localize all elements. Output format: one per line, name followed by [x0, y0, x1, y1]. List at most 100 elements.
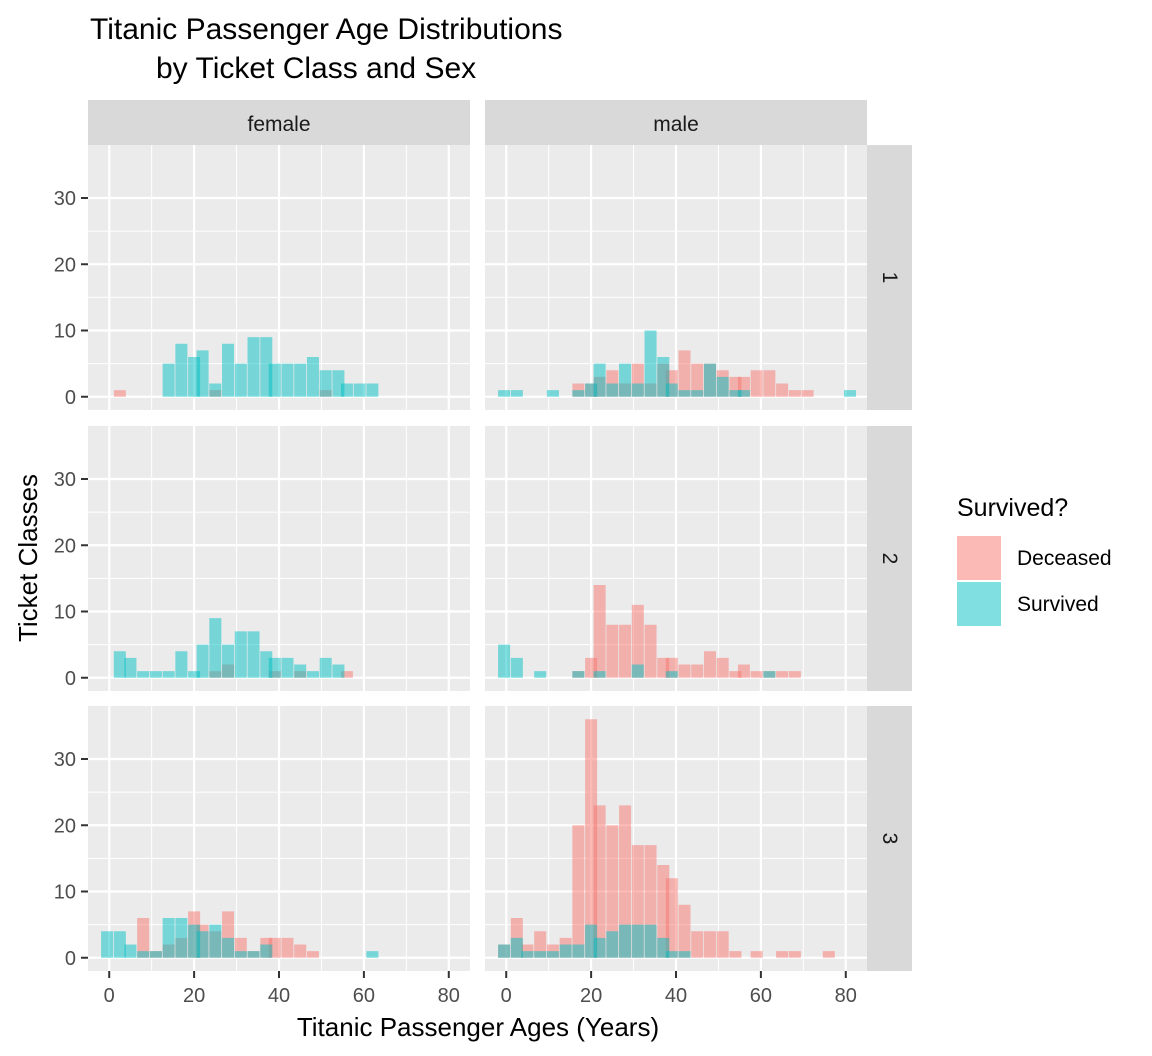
y-tick-label: 20: [54, 254, 76, 276]
bar-deceased: [750, 671, 763, 678]
bar-deceased: [644, 624, 657, 678]
bar-survived: [763, 671, 776, 678]
panel-female-class-3: 0 10 20 30 0 20 40 60 80: [54, 706, 470, 1007]
x-tick-label: 0: [104, 985, 115, 1007]
bar-survived: [366, 383, 379, 397]
bar-survived: [162, 363, 175, 397]
y-tick-label: 10: [54, 882, 76, 904]
bar-survived: [631, 924, 644, 958]
bar-deceased: [776, 951, 789, 958]
bar-survived: [222, 644, 235, 678]
bar-survived: [294, 664, 307, 678]
bar-deceased: [606, 825, 619, 958]
panel-female-class-2: 0 10 20 30: [54, 426, 470, 691]
bar-deceased: [750, 951, 763, 958]
bar-survived: [175, 343, 188, 397]
bar-survived: [665, 951, 678, 958]
bar-survived: [498, 944, 511, 958]
bar-survived: [619, 924, 632, 958]
bar-survived: [306, 357, 319, 397]
chart-title-line-2: by Ticket Class and Sex: [156, 52, 476, 85]
bar-survived: [209, 618, 222, 678]
bar-survived: [619, 363, 632, 397]
panel-female-class-1: 0 10 20 30: [54, 145, 470, 410]
row-strip-label-1: 1: [878, 272, 901, 284]
bar-survived: [510, 937, 523, 958]
y-tick-label: 30: [54, 469, 76, 491]
bar-deceased: [763, 370, 776, 397]
panel-male-class-3: 0 20 40 60 80: [485, 706, 867, 1007]
bar-deceased: [113, 390, 126, 397]
bar-survived: [606, 931, 619, 958]
bar-survived: [559, 944, 572, 958]
row-strip-3: [867, 706, 912, 971]
bar-survived: [593, 363, 606, 397]
bar-deceased: [703, 931, 716, 958]
x-tick-label: 80: [835, 985, 857, 1007]
bar-survived: [234, 951, 247, 958]
row-strip-2: [867, 426, 912, 691]
y-tick-label: 20: [54, 815, 76, 837]
bar-survived: [222, 937, 235, 958]
row-strip-label-2: 2: [878, 553, 901, 565]
bar-deceased: [631, 604, 644, 678]
col-strip-label-male: male: [653, 113, 699, 136]
x-tick-label: 80: [438, 985, 460, 1007]
bar-deceased: [619, 624, 632, 678]
x-tick-label: 40: [665, 985, 687, 1007]
panel-male-class-1: [485, 145, 867, 410]
legend-label-survived: Survived: [1017, 593, 1099, 616]
bar-survived: [332, 664, 345, 678]
bar-survived: [498, 390, 511, 397]
bar-survived: [546, 951, 559, 958]
bar-survived: [113, 931, 126, 958]
bar-deceased: [281, 937, 294, 958]
bar-survived: [546, 390, 559, 397]
y-tick-label: 10: [54, 321, 76, 343]
bar-survived: [534, 671, 547, 678]
bar-survived: [137, 671, 150, 678]
bar-deceased: [788, 390, 801, 397]
legend-title: Survived?: [957, 494, 1068, 522]
col-strip-label-female: female: [247, 113, 310, 136]
bar-deceased: [691, 363, 704, 397]
legend-key-survived: [957, 582, 1001, 626]
bar-deceased: [593, 585, 606, 678]
x-tick-label: 20: [183, 985, 205, 1007]
bar-survived: [353, 383, 366, 397]
bar-survived: [844, 390, 857, 397]
bar-survived: [665, 383, 678, 397]
bar-survived: [234, 631, 247, 678]
bar-deceased: [737, 664, 750, 678]
bar-survived: [247, 951, 260, 958]
row-strip-1: [867, 145, 912, 410]
bar-survived: [631, 383, 644, 397]
bar-survived: [319, 657, 332, 678]
bar-deceased: [729, 671, 742, 678]
bar-survived: [188, 671, 201, 678]
bar-survived: [222, 343, 235, 397]
bar-deceased: [619, 805, 632, 958]
x-tick-label: 0: [501, 985, 512, 1007]
bar-survived: [268, 657, 281, 678]
bar-survived: [521, 951, 534, 958]
bar-deceased: [606, 624, 619, 678]
bar-survived: [319, 370, 332, 397]
bar-survived: [572, 944, 585, 958]
bar-survived: [366, 951, 379, 958]
bar-survived: [247, 631, 260, 678]
y-tick-label: 30: [54, 188, 76, 210]
bar-survived: [209, 383, 222, 397]
bar-survived: [716, 376, 729, 397]
bar-survived: [162, 918, 175, 958]
row-strip-label-3: 3: [878, 833, 901, 845]
legend-label-deceased: Deceased: [1017, 547, 1112, 570]
bar-survived: [678, 390, 691, 397]
bar-survived: [306, 671, 319, 678]
x-tick-label: 20: [580, 985, 602, 1007]
bar-survived: [175, 651, 188, 678]
bar-survived: [124, 657, 137, 678]
y-tick-label: 30: [54, 749, 76, 771]
bar-deceased: [678, 350, 691, 397]
